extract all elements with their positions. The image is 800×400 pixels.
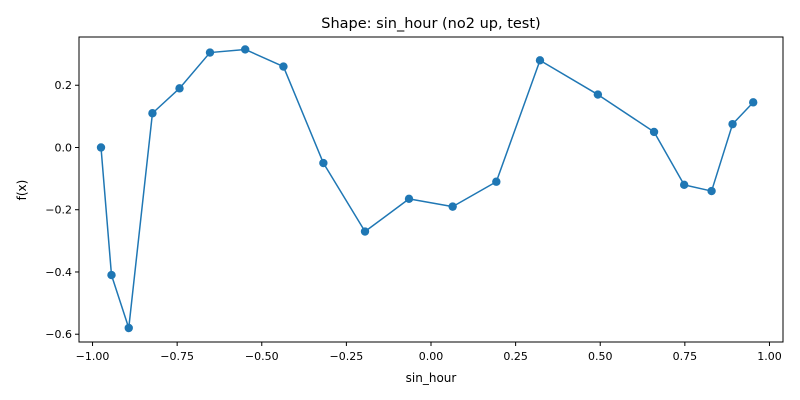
data-point — [749, 98, 758, 107]
x-tick-label: 0.75 — [673, 350, 698, 363]
x-tick-label: −0.25 — [330, 350, 364, 363]
chart-title: Shape: sin_hour (no2 up, test) — [321, 16, 540, 32]
x-tick-label: 1.00 — [757, 350, 782, 363]
data-point — [649, 127, 659, 137]
data-point — [107, 270, 116, 280]
y-tick-label: 0.2 — [55, 79, 73, 92]
y-axis: −0.6 −0.4 −0.2 0.0 0.2 — [45, 79, 79, 341]
data-point — [124, 323, 133, 333]
y-tick-label: −0.2 — [45, 204, 72, 217]
x-tick-label: −0.50 — [245, 350, 279, 363]
plot-area — [96, 45, 758, 333]
data-point — [707, 186, 716, 196]
data-point — [205, 48, 215, 57]
data-point — [492, 177, 501, 186]
y-axis-label: f(x) — [15, 180, 29, 201]
data-point — [240, 45, 250, 54]
x-axis-label: sin_hour — [406, 371, 457, 385]
data-point — [96, 143, 106, 152]
data-point — [679, 180, 689, 190]
series-line — [100, 48, 754, 329]
data-point — [404, 194, 414, 204]
y-tick-label: 0.0 — [55, 141, 73, 154]
x-tick-label: 0.00 — [419, 350, 444, 363]
data-point — [728, 119, 737, 129]
x-axis: −1.00 −0.75 −0.50 −0.25 0.00 0.25 0.50 0.75 1.00 — [76, 342, 782, 363]
y-tick-label: −0.6 — [45, 328, 72, 341]
data-point — [319, 158, 328, 168]
x-tick-label: 0.50 — [588, 350, 613, 363]
x-tick-label: 0.25 — [503, 350, 528, 363]
data-point — [360, 227, 370, 236]
y-tick-label: −0.4 — [45, 266, 72, 279]
data-point — [279, 62, 288, 71]
data-point — [593, 90, 603, 99]
data-point — [175, 84, 184, 93]
data-point — [148, 109, 157, 118]
data-point — [535, 56, 545, 65]
data-point — [448, 202, 457, 211]
x-tick-label: −1.00 — [76, 350, 110, 363]
x-tick-label: −0.75 — [160, 350, 194, 363]
